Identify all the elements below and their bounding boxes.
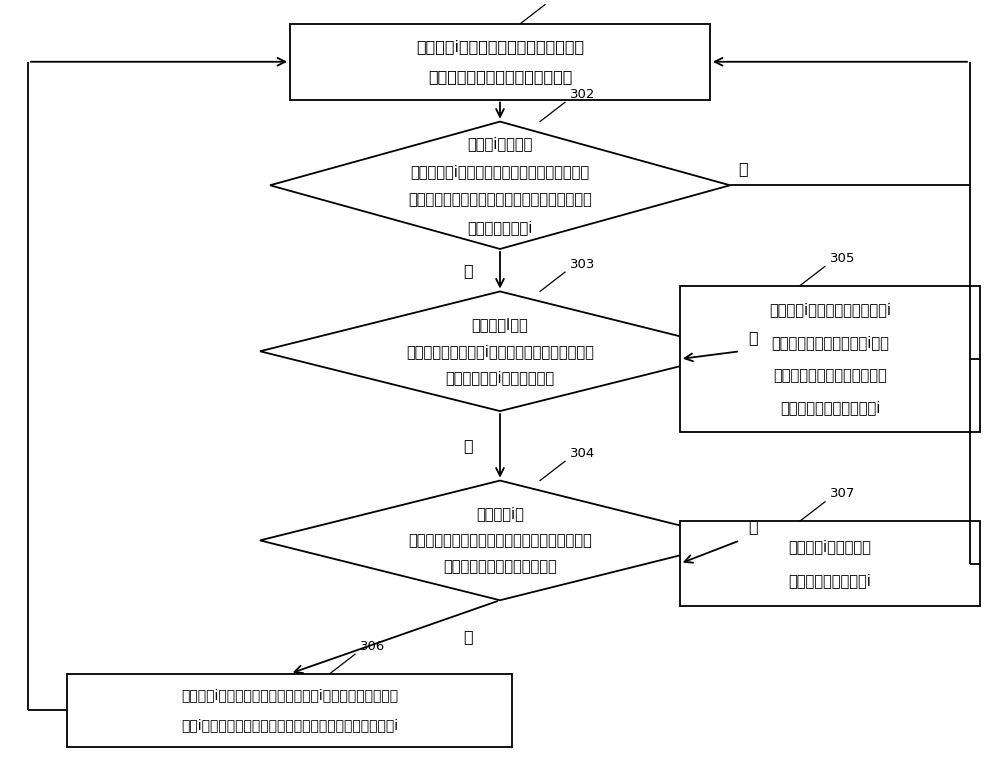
Text: 有子节点，还将销毁节点i的子: 有子节点，还将销毁节点i的子 [771, 335, 889, 350]
Text: 301: 301 [550, 0, 575, 3]
Text: 303: 303 [570, 258, 595, 270]
Text: 305: 305 [830, 252, 855, 265]
Text: 节点，返回父节点继续遍历，: 节点，返回父节点继续遍历， [773, 367, 887, 383]
Text: 是: 是 [738, 161, 748, 176]
Text: 获取节点i的三维空间数据，且若节点i有子节点，还将销毁: 获取节点i的三维空间数据，且若节点i有子节点，还将销毁 [181, 689, 399, 703]
Text: 引信息中包含的节点i的最大高程信息及最小高程: 引信息中包含的节点i的最大高程信息及最小高程 [406, 344, 594, 359]
Text: 遍历节点i的子节点，: 遍历节点i的子节点， [789, 539, 871, 554]
Text: 要延迟更新节点i: 要延迟更新节点i [467, 220, 533, 235]
Text: 根据节点I的索: 根据节点I的索 [472, 317, 528, 333]
Text: 信息确定节点i是否在视域内: 信息确定节点i是否在视域内 [445, 370, 555, 385]
Text: 302: 302 [570, 88, 595, 100]
Text: 若节点i的索引信: 若节点i的索引信 [467, 136, 533, 151]
Text: 是: 是 [463, 629, 473, 645]
Text: 判断粗糙度评价是否符合条件: 判断粗糙度评价是否符合条件 [443, 559, 557, 574]
Text: 将该子节点作为节点i: 将该子节点作为节点i [789, 573, 871, 588]
Text: 节点i的子节点；遍历下一个节点，将下一个节点作为节点i: 节点i的子节点；遍历下一个节点，将下一个节点作为节点i [181, 718, 399, 732]
Text: 结束节点i的的更新，且若节点i: 结束节点i的的更新，且若节点i [769, 303, 891, 317]
Text: 306: 306 [360, 640, 385, 653]
Text: 否: 否 [463, 262, 473, 278]
Polygon shape [260, 291, 740, 411]
Bar [680, 286, 980, 432]
Bar [290, 24, 710, 100]
Text: 索引信息中包含的粗糙度进行粗糙度信息评价，: 索引信息中包含的粗糙度进行粗糙度信息评价， [408, 533, 592, 548]
Text: 将未遍历的节点当作节点i: 将未遍历的节点当作节点i [780, 401, 880, 415]
Text: 否: 否 [748, 330, 758, 345]
Polygon shape [270, 121, 730, 249]
Bar [67, 673, 512, 747]
Text: 获取节点i的索引信息，该索引信息用于: 获取节点i的索引信息，该索引信息用于 [416, 39, 584, 54]
Text: 304: 304 [570, 447, 595, 459]
Text: 帧图像的渲染帧率及相机的移动速度判断是否需: 帧图像的渲染帧率及相机的移动速度判断是否需 [408, 191, 592, 207]
Text: 根据节点i的: 根据节点i的 [476, 506, 524, 522]
Text: 指示节点的三维空间数据是否存在: 指示节点的三维空间数据是否存在 [428, 69, 572, 84]
Text: 307: 307 [830, 487, 855, 500]
Text: 否: 否 [748, 519, 758, 534]
Text: 是: 是 [463, 438, 473, 453]
Polygon shape [260, 480, 740, 601]
Text: 息指示节点i的三维空间数据存在，则根据当前: 息指示节点i的三维空间数据存在，则根据当前 [410, 164, 590, 179]
Bar [680, 521, 980, 606]
